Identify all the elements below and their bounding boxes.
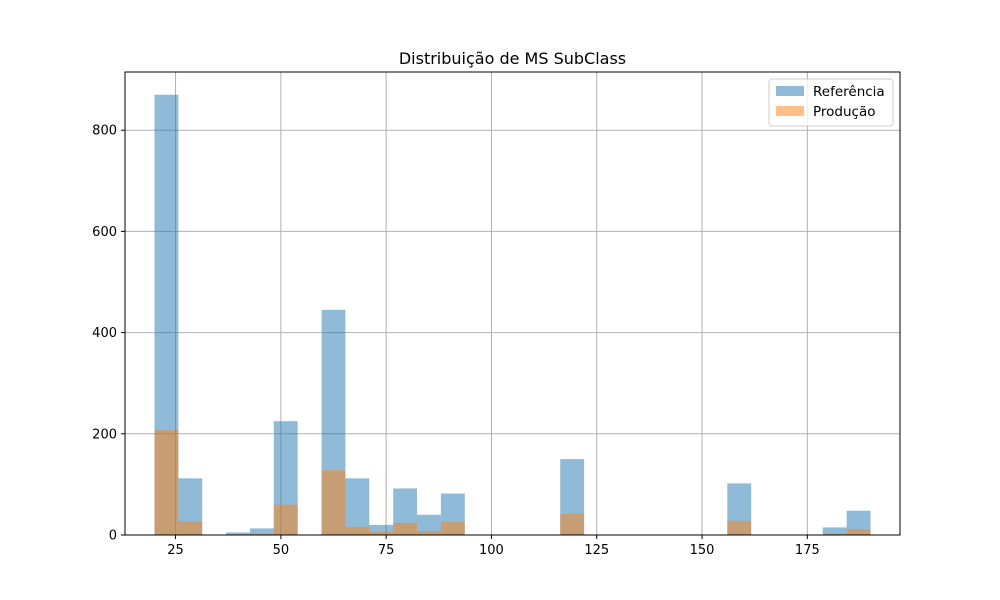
x-tick-label: 175 [795,543,820,558]
bar-referencia [417,514,441,535]
bar-producao [393,522,418,535]
bars [154,94,871,535]
bar-producao [273,504,298,535]
x-tick-label: 150 [690,543,715,558]
bar-producao [560,513,585,535]
bar-referencia [249,528,274,535]
y-tick-label: 200 [92,427,117,442]
legend-swatch-referencia [776,86,804,96]
legend-label-referencia: Referência [813,84,885,100]
x-tick-label: 50 [273,543,290,558]
legend: Referência Produção [768,78,894,127]
bar-producao [822,533,847,535]
bar-producao [727,520,752,535]
bar-producao [345,526,370,535]
y-tick-label: 600 [92,225,117,240]
bar-referencia [345,478,370,535]
bar-referencia [178,478,203,535]
x-tick-label: 75 [378,543,395,558]
axis-ticks: 25 50 75 100 125 150 175 0 200 400 600 800 [92,124,820,558]
bar-producao [178,521,203,535]
x-tick-label: 25 [167,543,184,558]
bar-producao [846,528,871,535]
bar-referencia [154,94,179,535]
bar-producao [321,470,346,535]
grid-lines [125,72,900,536]
bar-producao [154,430,179,535]
legend-label-producao: Produção [813,104,876,120]
bar-producao [440,521,465,535]
y-tick-label: 0 [109,529,117,544]
x-tick-label: 125 [584,543,609,558]
legend-swatch-producao [776,106,804,116]
bar-producao [369,531,394,535]
bar-producao [417,530,441,535]
plot-frame [124,71,901,536]
y-tick-label: 400 [92,326,117,341]
bar-referencia [822,527,847,535]
bar-producao [249,533,274,535]
bar-referencia [369,524,394,535]
y-tick-label: 800 [92,124,117,139]
x-tick-label: 100 [479,543,504,558]
chart-title: Distribuição de MS SubClass [399,49,626,68]
bar-referencia [226,532,250,535]
